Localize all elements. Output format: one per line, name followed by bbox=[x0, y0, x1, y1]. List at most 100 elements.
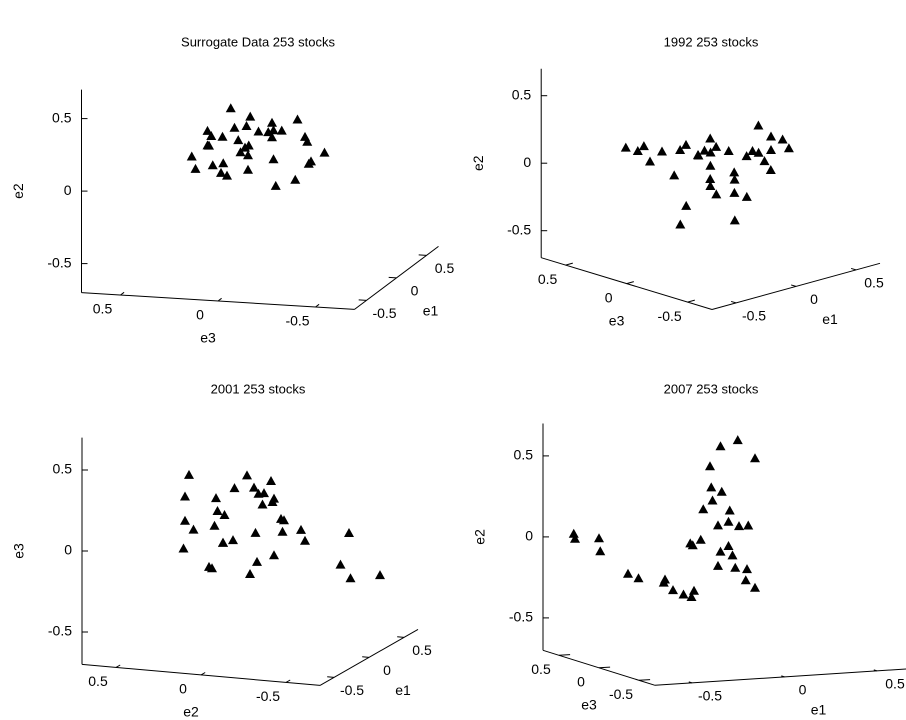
point bbox=[266, 476, 276, 485]
x-tick bbox=[327, 676, 335, 678]
y-tick-label: -0.5 bbox=[609, 686, 633, 702]
y-tick bbox=[315, 303, 320, 308]
point bbox=[729, 167, 740, 177]
point bbox=[698, 504, 709, 514]
y-tick-label: 0.5 bbox=[88, 673, 108, 689]
point bbox=[747, 145, 758, 155]
point bbox=[257, 499, 268, 509]
x-tick bbox=[873, 669, 878, 672]
point bbox=[741, 191, 752, 201]
point bbox=[715, 441, 726, 451]
point bbox=[730, 562, 741, 572]
point bbox=[687, 540, 698, 550]
point bbox=[657, 146, 667, 156]
z-tick-label: -0.5 bbox=[47, 254, 71, 270]
point bbox=[645, 156, 655, 166]
point bbox=[729, 174, 740, 184]
point bbox=[222, 170, 232, 180]
point bbox=[715, 546, 726, 556]
point bbox=[180, 515, 190, 525]
point bbox=[267, 496, 278, 506]
point bbox=[233, 135, 244, 145]
point bbox=[204, 140, 214, 150]
point bbox=[345, 573, 356, 583]
point bbox=[568, 528, 579, 538]
point bbox=[669, 170, 680, 180]
point bbox=[276, 513, 286, 523]
point bbox=[711, 189, 722, 199]
point bbox=[253, 126, 264, 136]
point bbox=[253, 488, 264, 498]
point bbox=[740, 575, 751, 585]
point bbox=[263, 127, 274, 137]
point bbox=[277, 526, 288, 536]
z-axis-label: e2 bbox=[472, 529, 488, 545]
point bbox=[268, 154, 279, 164]
point bbox=[290, 174, 301, 184]
x-axis-label: e1 bbox=[822, 311, 838, 327]
point bbox=[675, 145, 686, 154]
z-tick-label: 0.5 bbox=[52, 109, 72, 125]
y-tick bbox=[120, 291, 125, 296]
point bbox=[188, 524, 199, 534]
x-tick-label: 0 bbox=[810, 291, 818, 307]
point bbox=[268, 125, 279, 135]
x-tick-label: 0.5 bbox=[435, 260, 455, 276]
z-axis-label: e2 bbox=[470, 155, 486, 171]
x-axis-label: e1 bbox=[811, 702, 827, 718]
x-tick-label: 0 bbox=[411, 283, 419, 299]
point bbox=[267, 117, 277, 127]
point bbox=[713, 560, 723, 570]
z-axis-label: e2 bbox=[10, 183, 26, 199]
point bbox=[207, 160, 218, 170]
point bbox=[302, 136, 313, 146]
y-tick bbox=[558, 654, 571, 656]
point bbox=[743, 520, 754, 530]
y-tick-label: -0.5 bbox=[256, 688, 280, 704]
point bbox=[344, 528, 354, 537]
point bbox=[705, 174, 716, 183]
point bbox=[243, 164, 253, 174]
x-tick-label: 0.5 bbox=[885, 676, 905, 692]
point bbox=[269, 550, 279, 560]
point bbox=[335, 559, 346, 569]
point bbox=[186, 151, 197, 161]
point bbox=[632, 146, 643, 156]
y-tick-label: 0 bbox=[605, 289, 613, 305]
x-tick bbox=[397, 636, 405, 638]
point bbox=[267, 132, 277, 142]
point bbox=[252, 556, 262, 566]
y-axis-label: e2 bbox=[183, 704, 199, 720]
point bbox=[705, 133, 716, 143]
x-tick-label: 0 bbox=[799, 682, 807, 698]
point bbox=[705, 160, 716, 170]
point bbox=[742, 564, 752, 574]
z-tick-label: 0 bbox=[64, 542, 72, 558]
point bbox=[190, 163, 201, 173]
y-tick bbox=[626, 281, 634, 285]
point bbox=[178, 543, 189, 553]
point bbox=[750, 582, 760, 592]
point bbox=[693, 150, 704, 160]
y-tick bbox=[598, 666, 611, 669]
point bbox=[686, 592, 697, 601]
point bbox=[638, 141, 649, 151]
point bbox=[765, 165, 776, 174]
point bbox=[681, 200, 692, 210]
x-tick-label: -0.5 bbox=[372, 305, 396, 321]
point bbox=[296, 524, 306, 534]
point bbox=[228, 535, 238, 545]
point bbox=[594, 533, 604, 543]
point bbox=[241, 121, 252, 131]
point bbox=[706, 482, 717, 492]
panel-title: Surrogate Data 253 stocks bbox=[181, 34, 335, 49]
point bbox=[375, 570, 385, 580]
point bbox=[766, 145, 776, 154]
y-axis-label: e3 bbox=[609, 312, 625, 328]
y-tick-label: 0 bbox=[196, 307, 204, 323]
point bbox=[218, 158, 229, 168]
x-tick-label: 0.5 bbox=[864, 275, 884, 291]
z-tick-label: 0 bbox=[64, 182, 72, 198]
point bbox=[711, 141, 722, 151]
point bbox=[732, 435, 743, 445]
